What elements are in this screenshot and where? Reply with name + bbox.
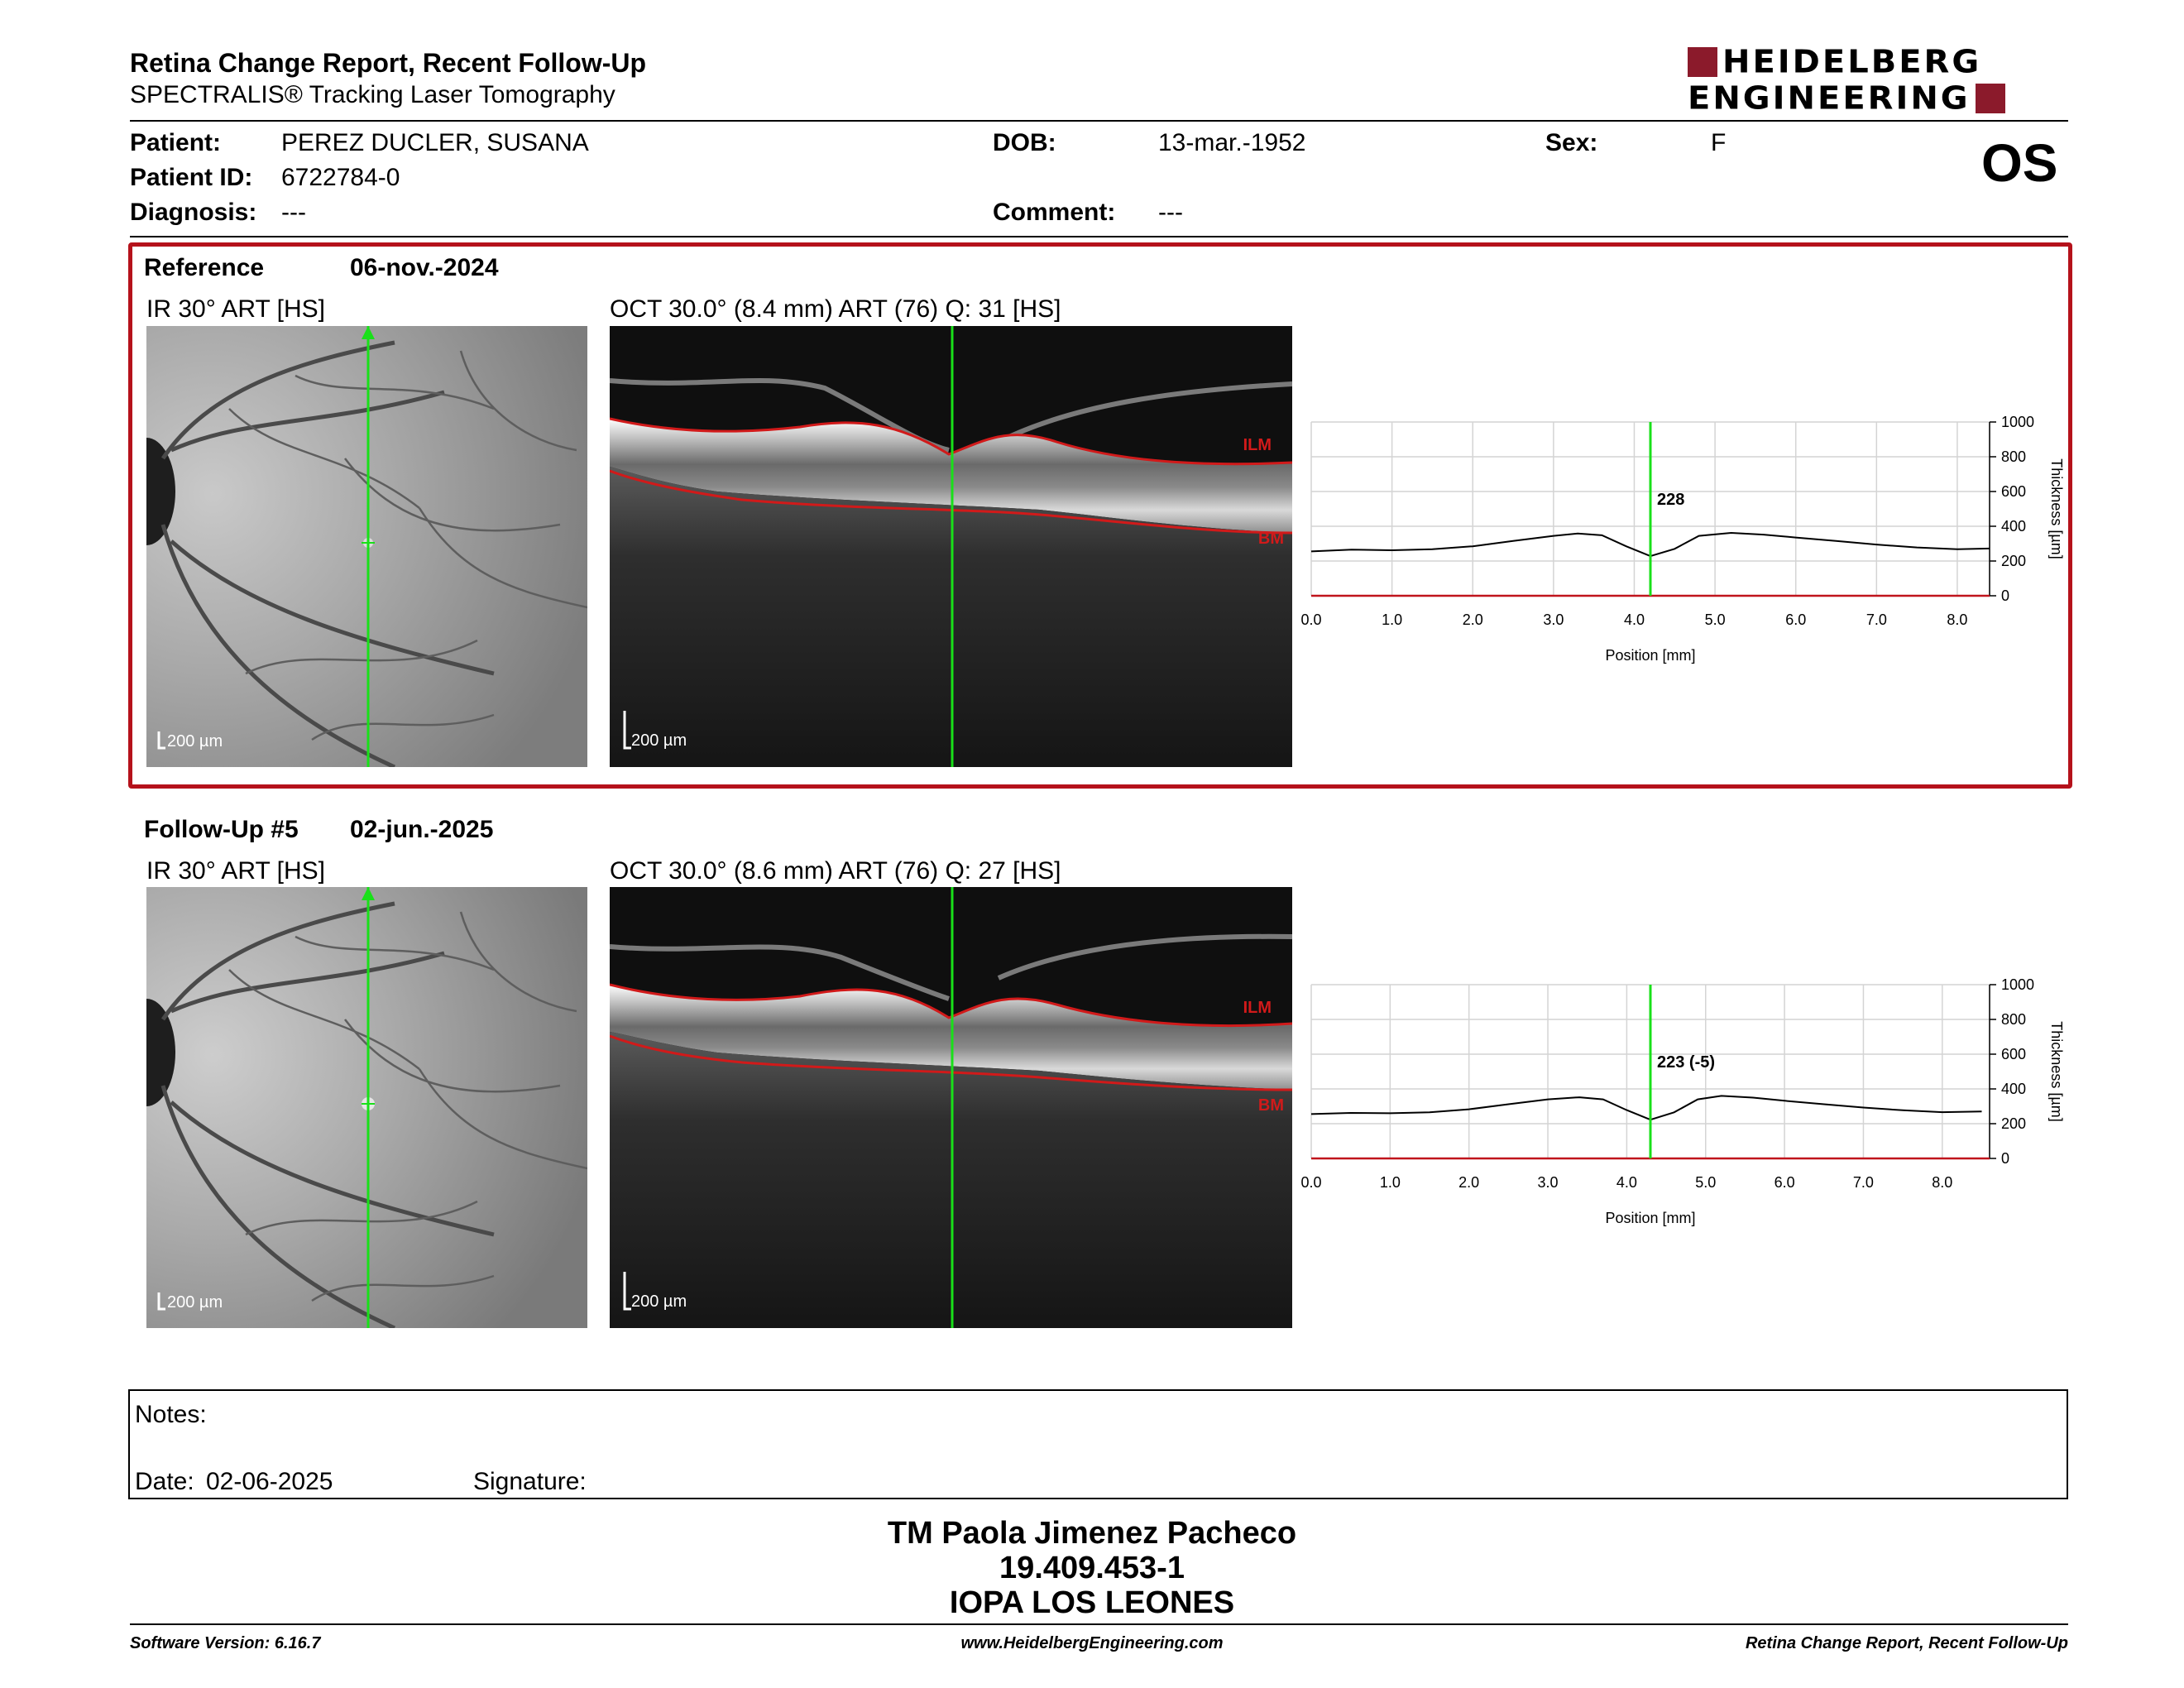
- x-tick-label: 3.0: [1538, 1174, 1559, 1191]
- reference-ir-image: 200 µm: [146, 326, 587, 767]
- reference-bm-label: BM: [1258, 530, 1284, 548]
- y-tick-label: 200: [2001, 1115, 2026, 1132]
- notes-label: Notes:: [135, 1401, 207, 1428]
- notes-date-label: Date:: [135, 1468, 194, 1495]
- x-tick-label: 7.0: [1866, 611, 1887, 628]
- patient-id: 6722784-0: [281, 164, 400, 191]
- y-tick-label: 1000: [2001, 414, 2034, 430]
- footer-divider: [130, 1623, 2068, 1625]
- reference-x-axis-label: Position [mm]: [1605, 647, 1695, 664]
- x-tick-label: 3.0: [1543, 611, 1564, 628]
- followup-thickness-chart: 0.0 1.0 2.0 3.0 4.0 5.0 6.0 7.0 8.0 0 200 400 600 800…: [1300, 976, 2065, 1226]
- followup-x-axis-label: Position [mm]: [1605, 1210, 1695, 1226]
- reference-ilm-label: ILM: [1243, 436, 1272, 454]
- header-divider: [130, 120, 2068, 122]
- x-tick-label: 4.0: [1616, 1174, 1637, 1191]
- reference-ir-label: IR 30° ART [HS]: [146, 295, 325, 323]
- sex-value: F: [1711, 129, 1727, 156]
- reference-oct-image: ILM BM 200 µm: [610, 326, 1292, 767]
- clinic-name: IOPA LOS LEONES: [949, 1585, 1235, 1620]
- sex-label: Sex:: [1545, 129, 1598, 156]
- followup-ir-image: 200 µm: [146, 887, 587, 1328]
- x-tick-label: 1.0: [1380, 1174, 1401, 1191]
- reference-oct-label: OCT 30.0° (8.4 mm) ART (76) Q: 31 [HS]: [610, 295, 1061, 323]
- patient-label: Patient:: [130, 129, 222, 156]
- y-tick-label: 600: [2001, 483, 2026, 500]
- notes-date: 02-06-2025: [206, 1468, 333, 1495]
- followup-bm-label: BM: [1258, 1096, 1284, 1115]
- x-tick-label: 1.0: [1382, 611, 1402, 628]
- comment-label: Comment:: [993, 199, 1116, 226]
- followup-y-axis-label: Thickness [µm]: [2048, 1021, 2065, 1121]
- heidelberg-logo: HEIDELBERG ENGINEERING: [1688, 46, 2068, 116]
- followup-date: 02-jun.-2025: [350, 816, 494, 843]
- x-tick-label: 5.0: [1705, 611, 1726, 628]
- x-tick-label: 6.0: [1774, 1174, 1795, 1191]
- y-tick-label: 800: [2001, 448, 2026, 465]
- reference-frame: [128, 242, 2072, 789]
- y-tick-label: 600: [2001, 1046, 2026, 1062]
- website-link[interactable]: www.HeidelbergEngineering.com: [960, 1634, 1224, 1652]
- signature-label: Signature:: [473, 1468, 587, 1495]
- y-tick-label: 400: [2001, 518, 2026, 535]
- diagnosis-value: ---: [281, 199, 306, 226]
- y-tick-label: 400: [2001, 1081, 2026, 1097]
- x-tick-label: 5.0: [1695, 1174, 1716, 1191]
- technician-name: TM Paola Jimenez Pacheco: [887, 1516, 1297, 1551]
- followup-label: Follow-Up #5: [144, 816, 299, 843]
- followup-ir-label: IR 30° ART [HS]: [146, 857, 325, 885]
- footer-report-name: Retina Change Report, Recent Follow-Up: [1745, 1634, 2068, 1652]
- patient-id-label: Patient ID:: [130, 164, 253, 191]
- y-tick-label: 1000: [2001, 976, 2034, 993]
- dob-value: 13-mar.-1952: [1158, 129, 1306, 156]
- x-tick-label: 2.0: [1463, 611, 1483, 628]
- followup-ilm-label: ILM: [1243, 999, 1272, 1017]
- y-tick-label: 0: [2001, 587, 2009, 604]
- report-subtitle: SPECTRALIS® Tracking Laser Tomography: [130, 81, 615, 108]
- reference-oct-scale: 200 µm: [631, 731, 687, 750]
- followup-thickness-line: [1310, 1095, 1982, 1121]
- report-title: Retina Change Report, Recent Follow-Up: [130, 48, 647, 78]
- x-tick-label: 2.0: [1458, 1174, 1479, 1191]
- reference-thickness-chart: 0.0 1.0 2.0 3.0 4.0 5.0 6.0 7.0 8.0 0 200 400 600 800…: [1300, 414, 2065, 664]
- y-tick-label: 800: [2001, 1011, 2026, 1028]
- technician-id: 19.409.453-1: [999, 1551, 1185, 1585]
- comment-value: ---: [1158, 199, 1183, 226]
- x-tick-label: 8.0: [1932, 1174, 1952, 1191]
- followup-oct-image: ILM BM 200 µm: [610, 887, 1292, 1328]
- diagnosis-label: Diagnosis:: [130, 199, 257, 226]
- reference-label: Reference: [144, 254, 265, 281]
- x-tick-label: 4.0: [1624, 611, 1645, 628]
- reference-cursor-value: 228: [1657, 491, 1684, 509]
- logo-square-icon: [1688, 47, 1717, 77]
- reference-ir-scale: 200 µm: [167, 732, 223, 750]
- notes-box: Notes: Date: 02-06-2025 Signature:: [128, 1389, 2068, 1499]
- x-tick-label: 6.0: [1785, 611, 1806, 628]
- followup-ir-scale: 200 µm: [167, 1293, 223, 1312]
- x-tick-label: 0.0: [1300, 1174, 1321, 1191]
- followup-oct-scale: 200 µm: [631, 1292, 687, 1311]
- patient-name: PEREZ DUCLER, SUSANA: [281, 129, 589, 156]
- eye-indicator: OS: [1981, 133, 2058, 193]
- logo-square-icon-2: [1975, 84, 2005, 113]
- y-tick-label: 0: [2001, 1150, 2009, 1167]
- reference-y-axis-label: Thickness [µm]: [2048, 458, 2065, 559]
- x-tick-label: 8.0: [1947, 611, 1967, 628]
- followup-cursor-value: 223 (-5): [1657, 1053, 1715, 1072]
- patient-divider: [130, 236, 2068, 237]
- software-version: Software Version: 6.16.7: [130, 1634, 321, 1652]
- y-tick-label: 200: [2001, 553, 2026, 569]
- followup-oct-label: OCT 30.0° (8.6 mm) ART (76) Q: 27 [HS]: [610, 857, 1061, 885]
- reference-date: 06-nov.-2024: [350, 254, 499, 281]
- x-tick-label: 7.0: [1853, 1174, 1874, 1191]
- x-tick-label: 0.0: [1300, 611, 1321, 628]
- dob-label: DOB:: [993, 129, 1056, 156]
